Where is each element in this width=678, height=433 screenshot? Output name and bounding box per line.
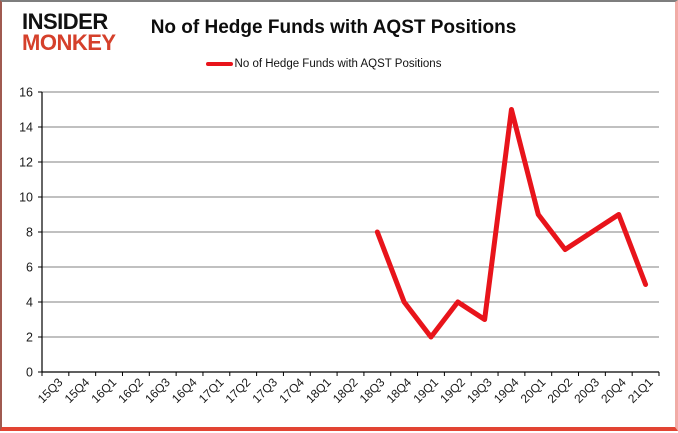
x-tick-label: 18Q1 [303, 375, 334, 406]
y-tick-label: 16 [19, 86, 33, 100]
x-tick-label: 21Q1 [625, 375, 656, 406]
x-tick-label: 16Q2 [115, 375, 146, 406]
y-tick-label: 6 [26, 261, 33, 275]
legend-line-swatch [205, 61, 233, 67]
y-tick-label: 12 [19, 156, 33, 170]
x-tick-label: 17Q3 [249, 375, 280, 406]
data-line [374, 107, 649, 340]
y-tick-label: 10 [19, 191, 33, 205]
insider-monkey-logo: INSIDER MONKEY [22, 9, 116, 55]
x-tick-label: 18Q2 [330, 375, 361, 406]
x-tick-label: 19Q3 [464, 375, 495, 406]
x-tick-label: 18Q4 [384, 375, 415, 406]
x-tick-label: 20Q3 [571, 375, 602, 406]
x-tick-label: 18Q3 [357, 375, 388, 406]
logo-insider-text: INSIDER [22, 9, 108, 34]
x-tick-label: 19Q2 [437, 375, 468, 406]
y-tick-label: 8 [26, 226, 33, 240]
x-tick-label: 17Q2 [223, 375, 254, 406]
chart-title: No of Hedge Funds with AQST Positions [150, 17, 517, 38]
x-tick-label: 15Q3 [35, 375, 66, 406]
x-tick-label: 19Q1 [410, 375, 441, 406]
y-tick-label: 0 [26, 366, 33, 380]
y-tick-label: 14 [19, 121, 33, 135]
x-tick-label: 16Q3 [142, 375, 173, 406]
x-tick-label: 17Q4 [276, 375, 307, 406]
x-tick-label: 19Q4 [491, 375, 522, 406]
legend: No of Hedge Funds with AQST Positions [2, 58, 645, 70]
x-tick-label: 20Q1 [518, 375, 549, 406]
x-tick-label: 16Q1 [89, 375, 120, 406]
x-tick-label: 20Q2 [545, 375, 576, 406]
legend-label: No of Hedge Funds with AQST Positions [234, 58, 442, 70]
x-tick-label: 17Q1 [196, 375, 227, 406]
logo-monkey-text: MONKEY [22, 30, 116, 55]
y-tick-label: 2 [26, 331, 33, 345]
x-tick-label: 20Q4 [598, 375, 629, 406]
y-tick-label: 4 [26, 296, 33, 310]
x-tick-label: 16Q4 [169, 375, 200, 406]
x-tick-label: 15Q4 [62, 375, 93, 406]
